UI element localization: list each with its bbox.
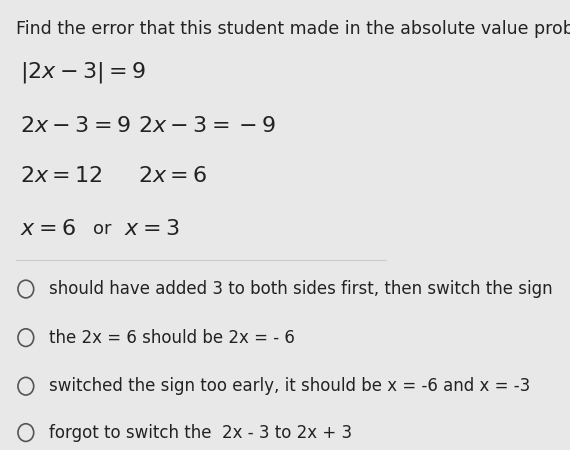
Text: or: or [93, 220, 111, 238]
Text: $2x = 12$: $2x = 12$ [20, 166, 103, 186]
Text: $|2x - 3| = 9$: $|2x - 3| = 9$ [20, 60, 145, 85]
Text: $2x = 6$: $2x = 6$ [138, 166, 207, 186]
Text: $2x - 3 = -9$: $2x - 3 = -9$ [138, 116, 276, 135]
Text: should have added 3 to both sides first, then switch the sign: should have added 3 to both sides first,… [50, 280, 553, 298]
Text: switched the sign too early, it should be x = -6 and x = -3: switched the sign too early, it should b… [50, 377, 531, 395]
Text: $2x - 3 = 9$: $2x - 3 = 9$ [20, 116, 131, 135]
Text: forgot to switch the  2x - 3 to 2x + 3: forgot to switch the 2x - 3 to 2x + 3 [50, 423, 353, 441]
Text: the 2x = 6 should be 2x = - 6: the 2x = 6 should be 2x = - 6 [50, 328, 295, 346]
Text: $x = 3$: $x = 3$ [124, 220, 180, 239]
Text: $x = 6$: $x = 6$ [20, 220, 76, 239]
Text: Find the error that this student made in the absolute value problem:: Find the error that this student made in… [16, 20, 570, 38]
